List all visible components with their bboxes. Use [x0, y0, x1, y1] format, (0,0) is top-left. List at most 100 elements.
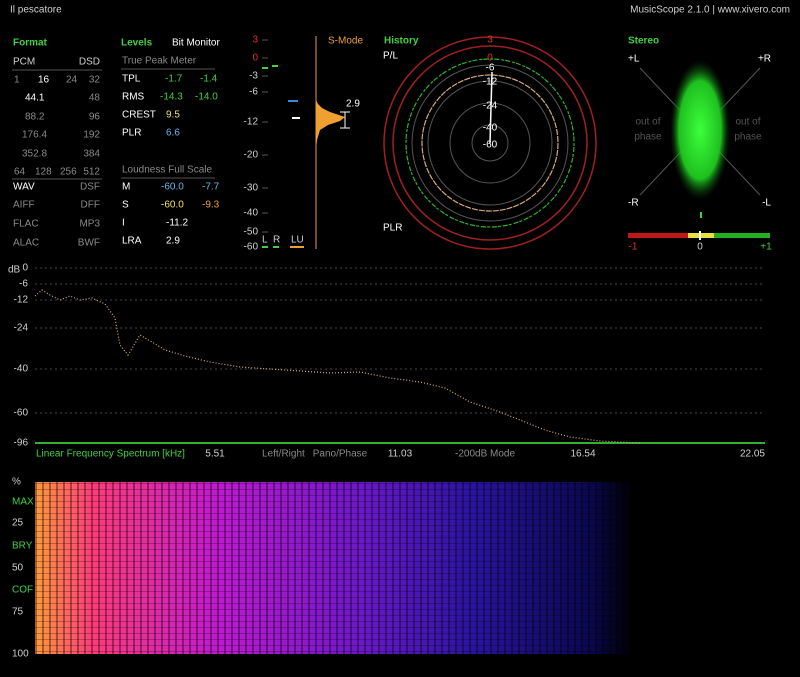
- sample-rate: 44.1: [25, 93, 45, 104]
- ring-labels: 3 0-6 -12 -24 -40 -60: [483, 35, 498, 151]
- level-bar: [273, 246, 279, 248]
- row-label: RMS: [122, 92, 145, 103]
- channel-label: LU: [291, 235, 304, 246]
- phase-label: out of: [735, 117, 760, 128]
- correlation-label: +1: [760, 242, 772, 253]
- level-bar: [262, 246, 268, 248]
- spectrum-x-label: 11.03: [388, 449, 413, 460]
- spectrum-unit: dB: [8, 265, 21, 276]
- value: -7.7: [202, 182, 220, 193]
- row-label: TPL: [122, 74, 141, 85]
- app-title: MusicScope 2.1.0 | www.xivero.com: [630, 5, 790, 16]
- meter-scale-label: -40: [244, 208, 259, 219]
- correlation-bar: [714, 233, 770, 238]
- plr-trace: [405, 58, 575, 228]
- spectrum-y-label: -60: [14, 408, 29, 419]
- ring-label: -40: [483, 123, 498, 134]
- value: 2.9: [166, 236, 180, 247]
- meter-readout: 2.9: [346, 99, 360, 110]
- spectrogram-texture: [35, 482, 635, 654]
- container: ALAC: [13, 238, 39, 249]
- level-bar: [290, 246, 304, 248]
- spectrum-mode: Left/Right: [262, 449, 305, 460]
- loudness-trace: [421, 74, 559, 212]
- correlation-marker: [700, 212, 702, 218]
- ring: [449, 102, 531, 184]
- dsd-rate: 128: [35, 167, 52, 178]
- levels-title: Levels: [121, 38, 153, 49]
- spectrogram-label: 75: [12, 607, 24, 618]
- bit-depth: 24: [66, 75, 78, 86]
- peak-bar: [288, 100, 298, 102]
- spectrum-y-label: 0: [22, 263, 28, 274]
- bit-depth: 16: [38, 75, 50, 86]
- spectrum-mode: Pano/Phase: [313, 449, 368, 460]
- meter-scale-label: -6: [249, 87, 258, 98]
- channel-label: R: [273, 235, 280, 246]
- meter-scale: 3 0 -3 -6 -12 -20 -30 -40 -50 -60: [244, 35, 268, 253]
- ring: [427, 80, 553, 206]
- value: -14.0: [195, 92, 218, 103]
- container: WAV: [13, 182, 35, 193]
- corner-label: +L: [628, 54, 640, 65]
- spectrum-y-label: -6: [19, 279, 28, 290]
- correlation-label: 0: [697, 242, 703, 253]
- spectrum-x-label: 22.05: [740, 449, 765, 460]
- spectrum-title: Linear Frequency Spectrum [kHz]: [36, 449, 185, 460]
- ring-label: 3: [487, 35, 493, 46]
- spectrogram-labels: % MAX 25 BRY 50 COF 75 100: [12, 477, 34, 660]
- section-title: True Peak Meter: [122, 56, 197, 67]
- sample-rate: 48: [89, 93, 101, 104]
- container: BWF: [78, 238, 100, 249]
- spectrogram-label: 100: [12, 649, 29, 660]
- meter-scale-label: -60: [244, 242, 259, 253]
- correlation-label: -1: [629, 242, 638, 253]
- correlation-needle: [699, 231, 701, 240]
- value: 6.6: [166, 128, 180, 139]
- value: -1.7: [165, 74, 183, 85]
- corner-label: -L: [762, 198, 771, 209]
- sample-rate: 192: [83, 130, 100, 141]
- dsd: DSD: [79, 57, 100, 68]
- loudness-histogram: [316, 100, 345, 150]
- meter-scale-label: -3: [249, 71, 258, 82]
- ring-label: -24: [483, 101, 498, 112]
- phase-label: out of: [635, 117, 660, 128]
- spectrum-curve: [34, 289, 641, 444]
- row-label: S: [122, 200, 129, 211]
- meter-scale-label: 0: [252, 53, 258, 64]
- peak-bar: [292, 117, 300, 119]
- dsd-rate: 512: [83, 167, 100, 178]
- channel-label: L: [262, 235, 268, 246]
- bit-monitor: Bit Monitor: [172, 38, 220, 49]
- meter-scale-label: 3: [252, 35, 258, 46]
- spectrum-y-label: -96: [14, 438, 29, 449]
- spectrum-mode: -200dB Mode: [455, 449, 515, 460]
- row-label: M: [122, 182, 130, 193]
- history-title: History: [384, 36, 419, 47]
- container: DSF: [80, 182, 100, 193]
- value: -60.0: [161, 182, 184, 193]
- peak-bar: [262, 67, 268, 69]
- row-label: I: [122, 218, 125, 229]
- meter-scale-label: -20: [244, 150, 259, 161]
- spectrum-x-label: 5.51: [205, 449, 225, 460]
- bit-depth: 1: [14, 75, 20, 86]
- corner-label: -R: [628, 198, 639, 209]
- value: -60.0: [161, 200, 184, 211]
- spectrum-y-label: -12: [14, 295, 29, 306]
- meter-mode: S-Mode: [328, 36, 363, 47]
- ring: [383, 36, 597, 250]
- container: FLAC: [13, 219, 39, 230]
- container: DFF: [81, 200, 100, 211]
- value: -9.3: [202, 200, 220, 211]
- container: MP3: [79, 219, 100, 230]
- correlation-bar: [628, 233, 688, 238]
- phase-label: phase: [634, 132, 662, 143]
- bit-depth: 32: [89, 75, 101, 86]
- meter-scale-label: -12: [244, 117, 259, 128]
- value: -14.3: [160, 92, 183, 103]
- history-label: P/L: [383, 51, 398, 62]
- spectrogram-label: 25: [12, 518, 24, 529]
